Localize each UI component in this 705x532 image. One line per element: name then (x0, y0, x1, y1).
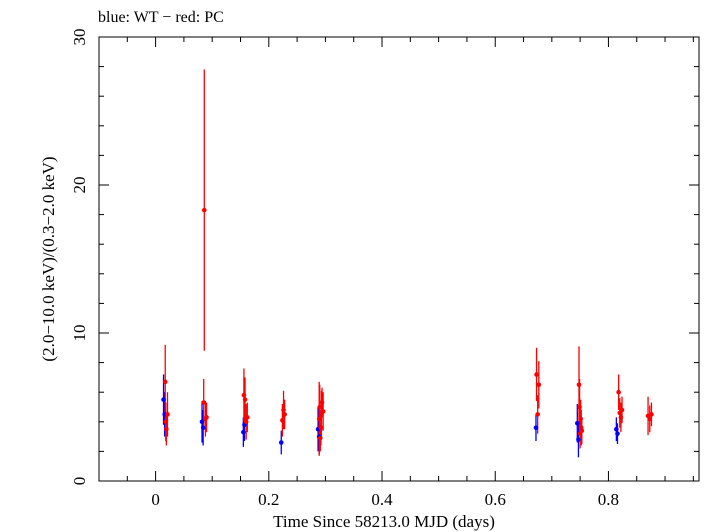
point-wt (575, 420, 580, 426)
y-tick-label: 20 (70, 177, 89, 194)
point-wt (615, 431, 620, 436)
point-pc (536, 382, 542, 388)
point-wt (199, 419, 205, 425)
point-wt (241, 429, 246, 435)
point-wt (278, 440, 284, 445)
point-wt (576, 437, 581, 442)
point-pc (318, 435, 323, 441)
y-tick-label: 10 (70, 325, 89, 342)
x-tick-label: 0.2 (258, 490, 279, 509)
point-pc (280, 418, 285, 423)
chart-title: blue: WT − red: PC (98, 9, 224, 26)
point-pc (163, 419, 169, 425)
point-pc (241, 392, 247, 398)
point-pc (535, 412, 540, 417)
point-pc (618, 415, 624, 420)
point-wt (161, 397, 166, 402)
point-pc (647, 416, 653, 422)
x-axis-label: Time Since 58213.0 MJD (days) (273, 512, 495, 531)
point-pc (534, 372, 539, 377)
point-pc (316, 416, 322, 422)
point-pc (577, 404, 582, 410)
x-tick-label: 0.4 (371, 490, 393, 509)
plot-frame (98, 36, 700, 482)
point-pc (282, 412, 287, 417)
point-pc (164, 426, 169, 432)
error-bars (162, 69, 653, 458)
point-pc (319, 400, 325, 405)
point-pc (165, 412, 170, 417)
point-pc (320, 409, 326, 414)
y-axis-label: (2.0−10.0 keV)/(0.3−2.0 keV) (39, 156, 58, 361)
point-wt (614, 426, 619, 432)
point-wt (200, 425, 206, 431)
point-pc (242, 397, 248, 402)
point-wt (533, 425, 539, 431)
point-pc (578, 416, 583, 422)
point-pc (281, 407, 286, 413)
point-pc (201, 400, 207, 405)
point-pc (616, 389, 621, 395)
point-pc (619, 407, 625, 413)
x-tick-label: 0.6 (485, 490, 506, 509)
x-tick-label: 0 (151, 490, 160, 509)
point-pc (579, 428, 585, 433)
point-pc (576, 382, 582, 388)
point-pc (317, 404, 323, 410)
y-tick-label: 0 (70, 477, 89, 486)
point-pc (243, 419, 249, 425)
data-points (161, 207, 654, 445)
point-pc (162, 379, 168, 385)
axis-ticks: 0 0.2 0.4 0.6 0.8 0 10 20 30 (70, 29, 699, 509)
point-pc (245, 415, 250, 420)
point-pc (204, 415, 209, 420)
y-tick-label: 30 (70, 29, 89, 46)
point-pc (201, 207, 207, 213)
x-tick-label: 0.8 (598, 490, 619, 509)
point-pc (318, 425, 324, 431)
point-pc (649, 412, 654, 417)
